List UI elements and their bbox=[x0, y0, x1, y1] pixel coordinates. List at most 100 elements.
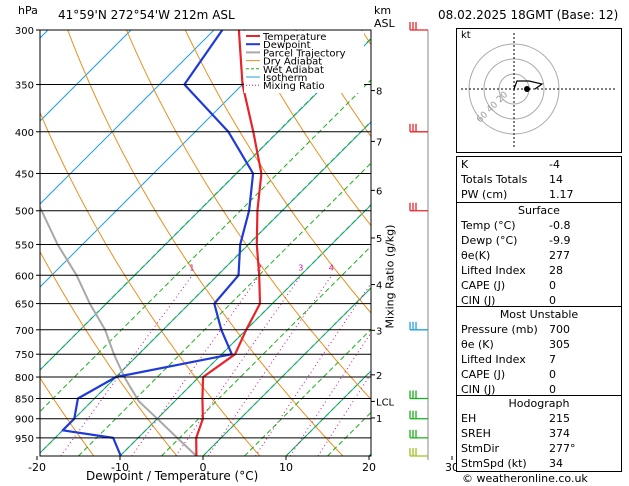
dry-adiabat-line bbox=[40, 377, 95, 456]
row-value: -9.9 bbox=[549, 234, 571, 247]
row-value: 1.17 bbox=[549, 188, 574, 201]
x-tick-label: -20 bbox=[28, 461, 46, 474]
hodograph-unit: kt bbox=[461, 30, 471, 41]
row-value: 215 bbox=[549, 412, 570, 425]
wet-adiabat-line bbox=[40, 79, 371, 413]
isotherm-line bbox=[40, 30, 298, 288]
row-value: 0 bbox=[549, 294, 556, 307]
row-value: 28 bbox=[549, 264, 563, 277]
isotherm-line bbox=[40, 30, 215, 205]
row-label: CAPE (J) bbox=[461, 368, 506, 381]
row-value: -4 bbox=[549, 158, 560, 171]
km-tick-label: 2 bbox=[376, 371, 382, 382]
table-row: CAPE (J) 0 bbox=[457, 367, 621, 382]
mixing-ratio-tick-label: 3 bbox=[298, 263, 303, 272]
row-label: CAPE (J) bbox=[461, 279, 506, 292]
most-unstable-title: Most Unstable bbox=[499, 308, 579, 321]
table-row: Temp (°C) -0.8 bbox=[457, 218, 621, 233]
row-value: 700 bbox=[549, 323, 570, 336]
table-row: CAPE (J) 0 bbox=[457, 278, 621, 293]
pressure-tick-label: 350 bbox=[15, 81, 34, 92]
mixing-ratio-tick-label: 4 bbox=[329, 263, 334, 272]
hodograph-table: Hodograph EH 215 SREH 374 StmDir 277° StmSpd (… bbox=[456, 395, 622, 472]
wet-adiabat-line bbox=[78, 162, 371, 456]
wind-barb bbox=[409, 321, 428, 331]
row-label: StmSpd (kt) bbox=[461, 457, 527, 470]
row-value: 0 bbox=[549, 383, 556, 396]
table-row: θe(K) 277 bbox=[457, 248, 621, 263]
x-tick-label: 30 bbox=[445, 461, 459, 474]
row-label: CIN (J) bbox=[461, 383, 496, 396]
dry-adiabat-line bbox=[243, 30, 371, 227]
row-label: Totals Totals bbox=[461, 173, 528, 186]
km-tick-label: 3 bbox=[376, 326, 382, 337]
row-label: SREH bbox=[461, 427, 491, 440]
km-tick-label: 6 bbox=[376, 186, 382, 197]
dry-adiabat-line bbox=[0, 30, 11, 456]
asl-label: ASL bbox=[374, 17, 395, 30]
table-row: K -4 bbox=[457, 157, 621, 172]
row-value: 34 bbox=[549, 457, 563, 470]
pressure-tick-label: 700 bbox=[15, 326, 34, 337]
row-label: Temp (°C) bbox=[461, 219, 516, 232]
table-row: θe (K) 305 bbox=[457, 337, 621, 352]
row-label: θe (K) bbox=[461, 338, 494, 351]
row-value: 305 bbox=[549, 338, 570, 351]
pressure-tick-label: 950 bbox=[15, 434, 34, 445]
pressure-tick-label: 600 bbox=[15, 271, 34, 282]
mixing-ratio-line bbox=[254, 282, 371, 456]
km-tick-label: 5 bbox=[376, 234, 382, 245]
pressure-tick-label: 400 bbox=[15, 128, 34, 139]
hpa-label: hPa bbox=[18, 4, 38, 17]
row-label: K bbox=[461, 158, 469, 171]
wind-barb bbox=[409, 429, 428, 439]
dry-adiabat-line bbox=[67, 30, 344, 456]
table-row: SREH 374 bbox=[457, 426, 621, 441]
x-tick-label: 0 bbox=[200, 461, 207, 474]
table-row: Pressure (mb) 700 bbox=[457, 322, 621, 337]
x-tick-label: 10 bbox=[279, 461, 293, 474]
pressure-tick-label: 800 bbox=[15, 373, 34, 384]
table-row: Dewp (°C) -9.9 bbox=[457, 233, 621, 248]
temperature-line bbox=[195, 30, 263, 456]
x-tick-label: -10 bbox=[111, 461, 129, 474]
row-value: 0 bbox=[549, 279, 556, 292]
pressure-tick-label: 500 bbox=[15, 207, 34, 218]
table-row: StmSpd (kt) 34 bbox=[457, 456, 621, 471]
km-tick-label: 7 bbox=[376, 137, 382, 148]
row-value: 277° bbox=[549, 442, 576, 455]
row-label: θe(K) bbox=[461, 249, 491, 262]
legend bbox=[244, 31, 364, 93]
row-label: PW (cm) bbox=[461, 188, 508, 201]
pressure-tick-label: 750 bbox=[15, 350, 34, 361]
x-tick-label: 20 bbox=[362, 461, 376, 474]
table-row: PW (cm) 1.17 bbox=[457, 187, 621, 202]
surface-table: Surface Temp (°C) -0.8 Dewp (°C) -9.9 θe(K) 2… bbox=[456, 202, 622, 309]
row-value: 0 bbox=[549, 368, 556, 381]
pressure-tick-label: 300 bbox=[15, 26, 34, 37]
wind-barb bbox=[409, 123, 428, 133]
table-row: StmDir 277° bbox=[457, 441, 621, 456]
table-row: Lifted Index 7 bbox=[457, 352, 621, 367]
table-row: Lifted Index 28 bbox=[457, 263, 621, 278]
mixing-ratio-line bbox=[131, 275, 261, 456]
row-value: 7 bbox=[549, 353, 556, 366]
pressure-tick-label: 900 bbox=[15, 415, 34, 426]
wind-barb bbox=[409, 390, 428, 400]
mixing-ratio-tick-label: 10 bbox=[432, 263, 442, 272]
mixing-ratio-line bbox=[317, 372, 371, 456]
table-row: EH 215 bbox=[457, 411, 621, 426]
x-axis-label: Dewpoint / Temperature (°C) bbox=[86, 469, 259, 483]
row-label: Lifted Index bbox=[461, 353, 526, 366]
row-label: CIN (J) bbox=[461, 294, 496, 307]
km-tick-label: LCL bbox=[376, 397, 395, 408]
row-label: EH bbox=[461, 412, 477, 425]
copyright: © weatheronline.co.uk bbox=[462, 472, 588, 485]
km-label: km bbox=[374, 4, 392, 17]
indices-table: K -4 Totals Totals 14 PW (cm) 1.17 bbox=[456, 156, 622, 203]
row-value: 374 bbox=[549, 427, 570, 440]
mixing-ratio-tick-label: 8 bbox=[406, 263, 411, 272]
wind-barb bbox=[409, 22, 428, 31]
wind-barb bbox=[409, 202, 428, 212]
